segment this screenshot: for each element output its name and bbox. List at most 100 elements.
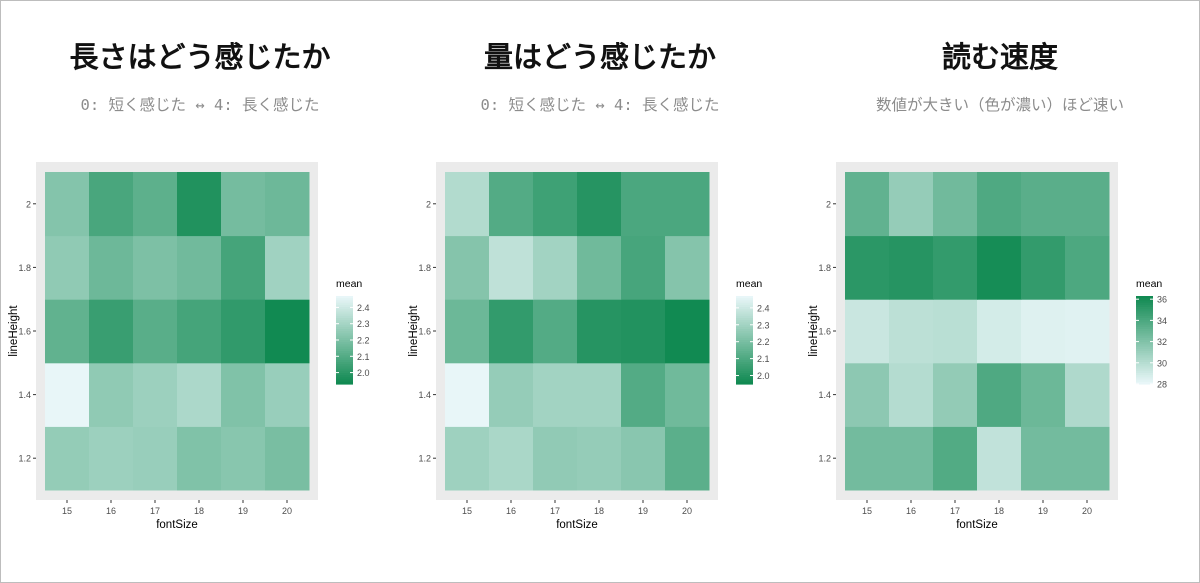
heatmap-cell: [221, 362, 266, 427]
legend-gradient-step: [736, 381, 753, 385]
y-tick-label: 2: [26, 199, 31, 209]
legend-gradient-step: [1136, 335, 1153, 339]
legend-gradient-step: [736, 331, 753, 334]
x-tick-label: 18: [194, 506, 204, 516]
heatmap-cell: [889, 172, 934, 237]
heatmap-cell: [177, 362, 222, 427]
heatmap-cell: [977, 299, 1022, 364]
heatmap-cell: [577, 426, 622, 491]
legend-gradient-step: [1136, 318, 1153, 321]
legend-gradient-step: [336, 311, 353, 315]
x-tick-label: 18: [594, 506, 604, 516]
legend-gradient-step: [336, 368, 353, 372]
heatmap-cell: [265, 172, 310, 237]
legend-gradient-step: [336, 337, 353, 341]
legend-gradient-step: [736, 379, 753, 383]
heatmap-cell: [665, 426, 710, 491]
heatmap-cell: [1021, 362, 1066, 427]
legend-gradient-step: [736, 355, 753, 359]
legend-gradient-step: [736, 304, 753, 308]
x-tick-label: 19: [238, 506, 248, 516]
heatmap-cell: [1065, 299, 1110, 364]
heatmap-cell: [221, 172, 266, 237]
heatmap-cell: [1021, 235, 1066, 300]
heatmap-cell: [221, 235, 266, 300]
legend-gradient-step: [1136, 355, 1153, 359]
y-axis-title: lineHeight: [808, 305, 820, 357]
legend-gradient-step: [1136, 304, 1153, 308]
heatmap-cell: [177, 172, 222, 237]
legend-gradient-step: [1136, 344, 1153, 348]
panel-title: 読む速度: [941, 40, 1058, 74]
legend-gradient-step: [736, 353, 753, 356]
legend-gradient-step: [1136, 362, 1153, 365]
y-tick-label: 1.4: [18, 390, 31, 400]
heatmap-cell: [533, 299, 578, 364]
legend-gradient-step: [336, 355, 353, 359]
legend-title: mean: [736, 278, 762, 290]
heatmap-cell: [445, 172, 490, 237]
y-tick-label: 2: [826, 199, 831, 209]
legend-gradient-step: [736, 300, 753, 304]
legend-gradient-step: [736, 373, 753, 376]
legend-gradient-step: [336, 342, 353, 345]
legend-gradient-step: [336, 348, 353, 352]
heatmap-cell: [577, 172, 622, 237]
legend-gradient-step: [1136, 298, 1153, 301]
legend-gradient-step: [1136, 302, 1153, 306]
x-tick-label: 20: [682, 506, 692, 516]
heatmap-cell: [445, 362, 490, 427]
heatmap-cell: [621, 426, 666, 491]
legend-gradient-step: [736, 302, 753, 306]
heatmap-cell: [577, 299, 622, 364]
legend-gradient-step: [1136, 364, 1153, 367]
heatmap-cell: [621, 362, 666, 427]
legend-gradient-step: [1136, 315, 1153, 319]
heatmap-cell: [445, 299, 490, 364]
legend-gradient-step: [736, 342, 753, 345]
heatmap-cell: [1065, 235, 1110, 300]
legend-tick-label: 2.1: [757, 354, 770, 364]
heatmap-cell: [1021, 299, 1066, 364]
heatmap-cell: [89, 235, 134, 300]
heatmap-cell: [621, 299, 666, 364]
y-tick-label: 1.8: [18, 263, 31, 273]
x-axis-title: fontSize: [956, 519, 998, 531]
heatmap-cell: [133, 235, 178, 300]
legend-gradient-step: [336, 300, 353, 304]
legend-gradient-step: [1136, 381, 1153, 385]
heatmap-cell: [445, 426, 490, 491]
heatmap-cell: [45, 172, 90, 237]
legend-gradient-step: [1136, 346, 1153, 350]
legend-tick-label: 2.3: [757, 320, 770, 330]
heatmap-cell: [845, 426, 890, 491]
legend-gradient-step: [336, 329, 353, 332]
legend-tick-label: 2.4: [757, 303, 770, 313]
legend-gradient-step: [1136, 309, 1153, 312]
panel-title: 長さはどう感じたか: [69, 40, 331, 74]
legend-tick-label: 2.2: [357, 336, 370, 346]
legend-gradient-step: [736, 337, 753, 341]
legend-gradient-step: [736, 359, 753, 363]
legend-gradient-step: [1136, 377, 1153, 381]
heatmap-cell: [889, 235, 934, 300]
legend-gradient-step: [736, 375, 753, 378]
legend-gradient-step: [736, 366, 753, 370]
legend-gradient-step: [736, 348, 753, 352]
heatmap-cell: [577, 235, 622, 300]
heatmap-cell: [489, 426, 534, 491]
y-axis-title: lineHeight: [408, 305, 420, 357]
heatmap-cell: [977, 235, 1022, 300]
heatmap-cell: [265, 426, 310, 491]
panel-subtitle: 数値が大きい（色が濃い）ほど速い: [875, 96, 1124, 114]
legend-tick-label: 30: [1157, 358, 1167, 368]
heatmap-cell: [89, 362, 134, 427]
y-tick-label: 1.6: [818, 327, 831, 337]
legend-gradient-step: [336, 357, 353, 361]
legend-gradient-step: [1136, 329, 1153, 332]
legend-gradient-step: [336, 359, 353, 363]
legend-gradient-step: [336, 362, 353, 365]
panel-length: 長さはどう感じたか 0: 短く感じた ↔ 4: 長く感じた 1.2 1.4 1.6 1…: [0, 0, 400, 583]
heatmap-cell: [45, 362, 90, 427]
legend-tick-label: 28: [1157, 380, 1167, 390]
